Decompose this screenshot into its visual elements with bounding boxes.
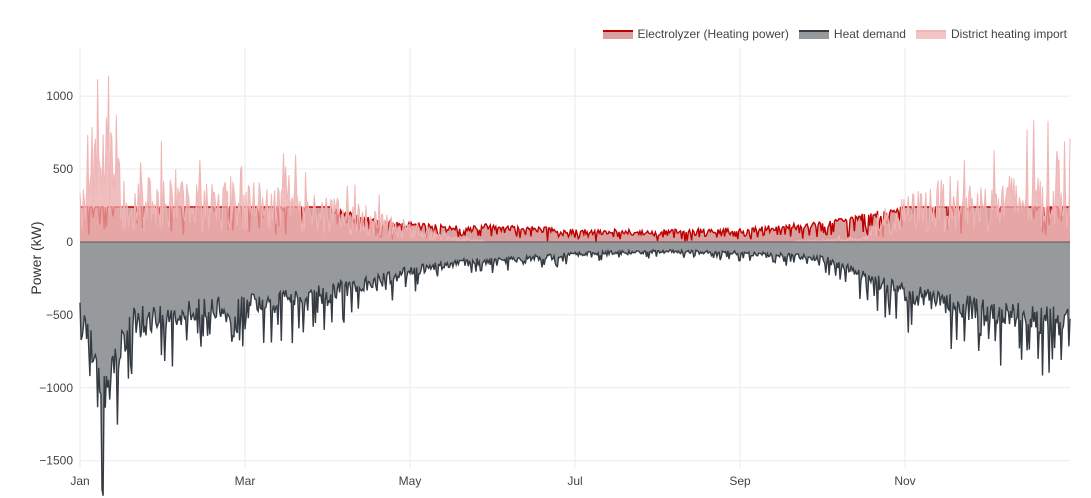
y-tick-label: −500 <box>46 308 73 322</box>
legend-label: District heating import <box>950 27 1067 41</box>
x-tick-label: Sep <box>729 474 751 488</box>
legend-swatch <box>915 29 946 39</box>
x-tick-label: Nov <box>894 474 915 488</box>
legend-item-district-heating[interactable]: District heating import <box>915 27 1067 41</box>
y-tick-label: 0 <box>66 235 73 249</box>
y-tick-label: −1000 <box>39 381 73 395</box>
legend: Electrolyzer (Heating power) Heat demand… <box>602 27 1067 41</box>
x-tick-label: Jan <box>70 474 89 488</box>
plot-area <box>79 75 1071 496</box>
legend-label: Heat demand <box>833 27 906 41</box>
series-line <box>80 205 1070 242</box>
legend-item-electrolyzer[interactable]: Electrolyzer (Heating power) <box>602 27 789 41</box>
y-tick-label: −1500 <box>39 454 73 468</box>
series-area <box>80 75 1070 242</box>
legend-swatch <box>798 29 829 39</box>
y-tick-label: 500 <box>53 162 73 176</box>
legend-label: Electrolyzer (Heating power) <box>637 27 789 41</box>
legend-item-heat-demand[interactable]: Heat demand <box>798 27 906 41</box>
x-tick-label: Mar <box>235 474 256 488</box>
x-tick-label: May <box>399 474 422 488</box>
x-tick-label: Jul <box>567 474 582 488</box>
series-line <box>79 248 1071 496</box>
y-tick-label: 1000 <box>46 89 73 103</box>
y-axis-title: Power (kW) <box>28 221 44 294</box>
legend-swatch <box>602 29 633 39</box>
axes: 1000 500 0 −500 −1000 −1500 Jan Mar May Jul Sep Nov <box>39 89 915 488</box>
